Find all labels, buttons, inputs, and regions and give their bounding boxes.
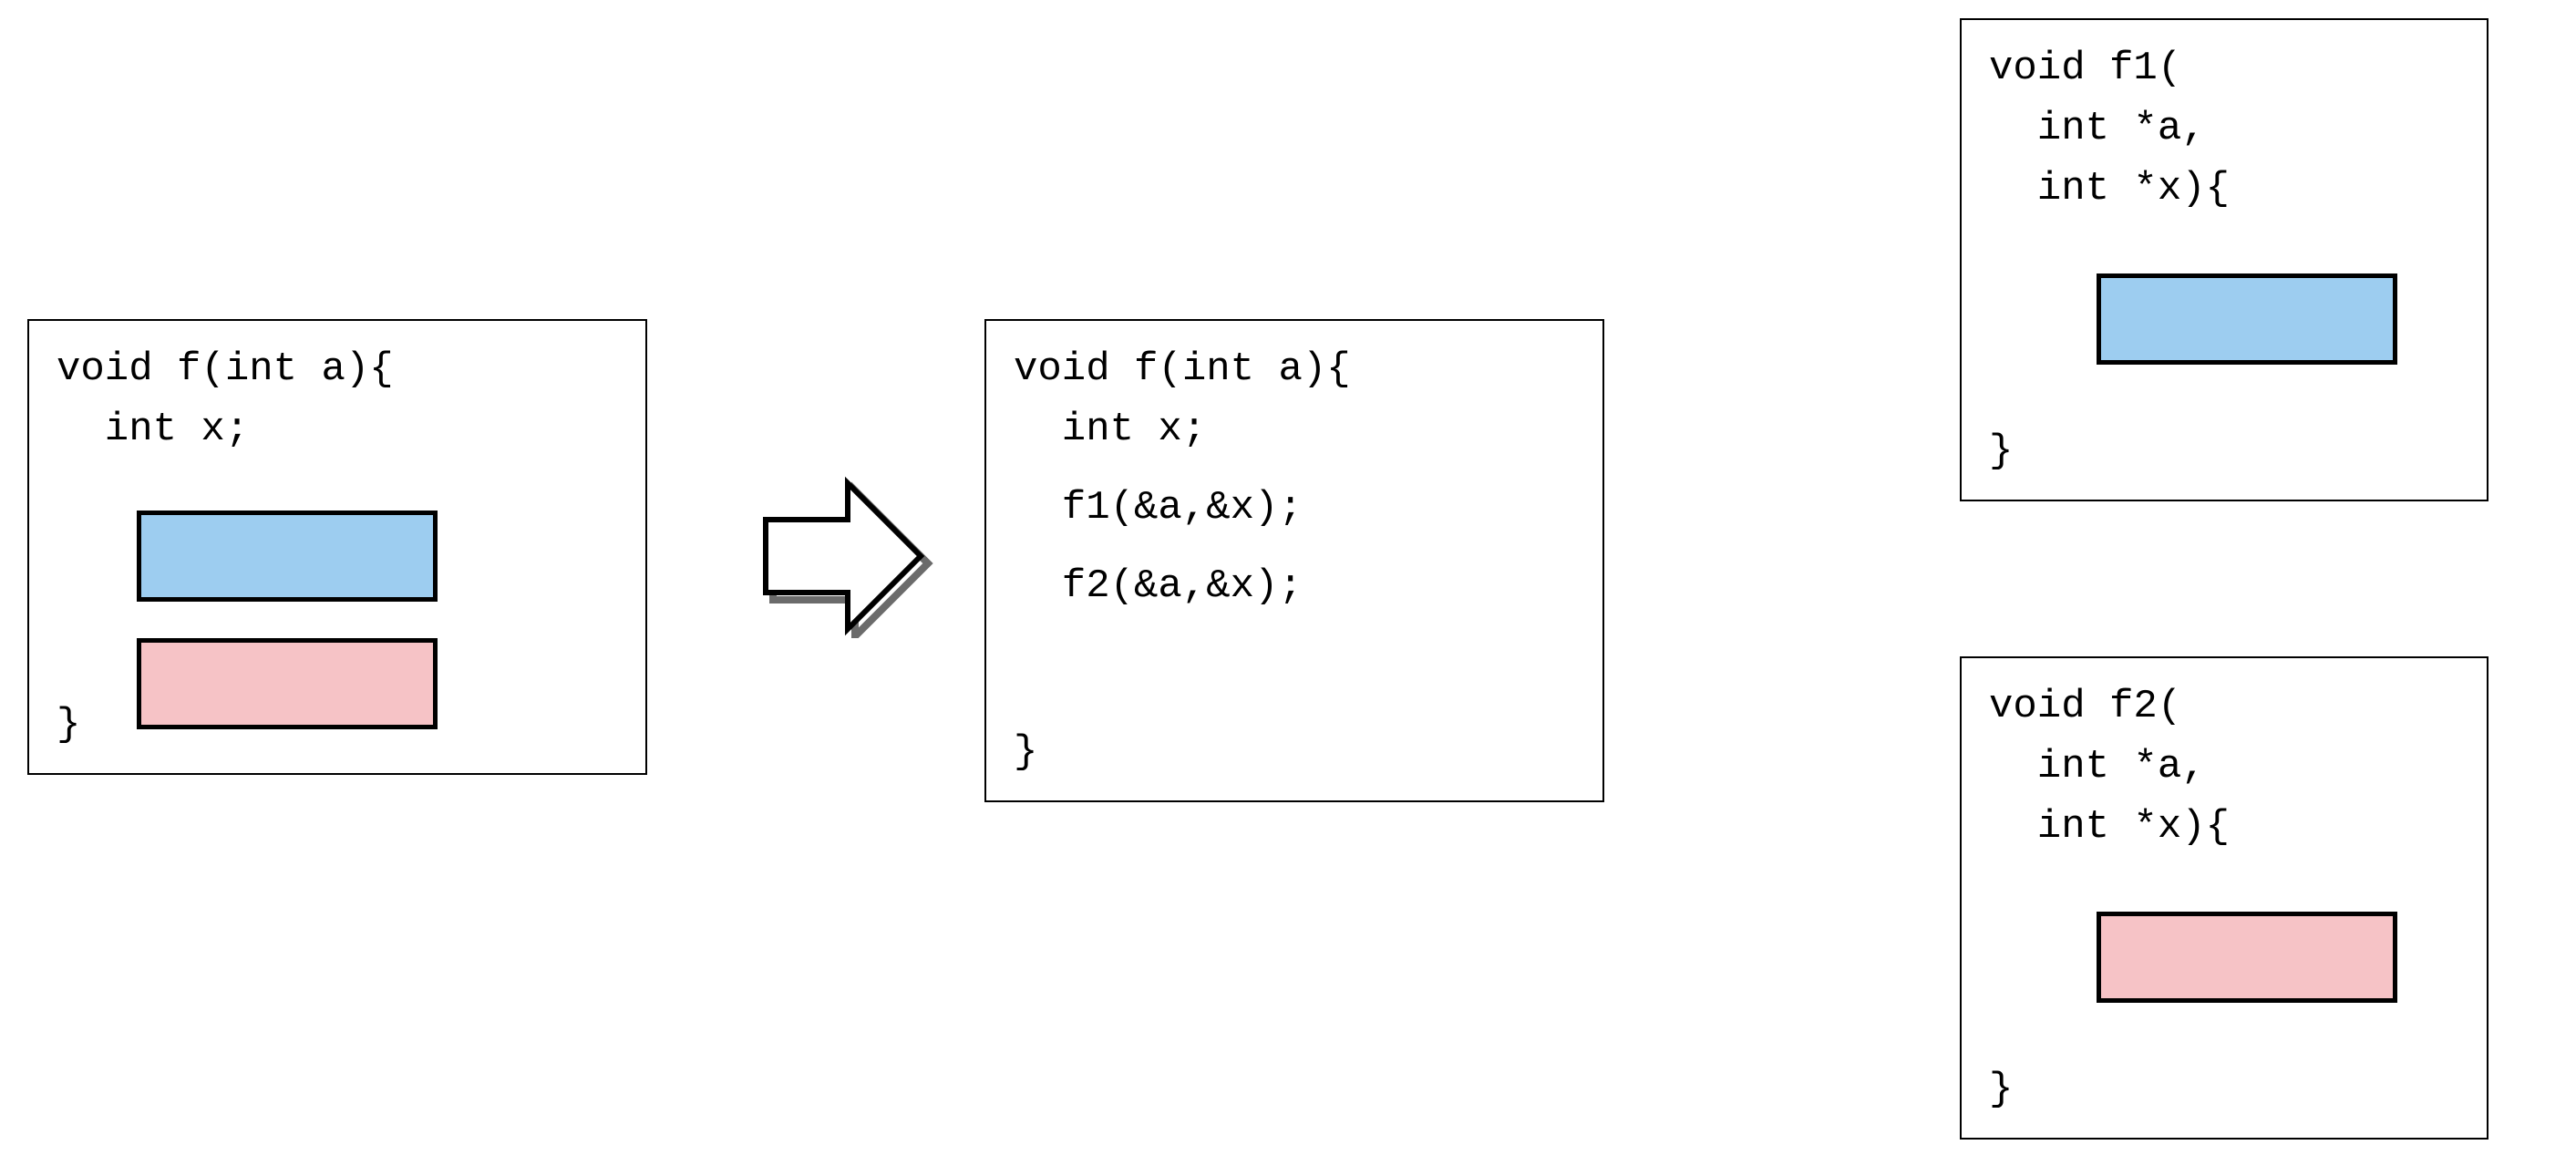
blue-block xyxy=(2097,273,2397,365)
code-line: void f2( xyxy=(1989,676,2459,737)
code-line: int *x){ xyxy=(1989,797,2459,857)
code-line: int *x){ xyxy=(1989,159,2459,219)
code-box-middle: void f(int a){ int x; f1(&a,&x); f2(&a,&… xyxy=(984,319,1604,802)
code-line: int *a, xyxy=(1989,737,2459,797)
code-line: void f1( xyxy=(1989,38,2459,98)
blue-block xyxy=(137,511,438,602)
code-line: int *a, xyxy=(1989,98,2459,159)
pink-block xyxy=(2097,912,2397,1003)
arrow-icon xyxy=(757,474,939,638)
code-line: int x; xyxy=(57,399,618,459)
code-line: int x; xyxy=(1014,399,1575,459)
code-line: } xyxy=(1989,421,2013,481)
code-line: f1(&a,&x); xyxy=(1014,478,1575,538)
code-line: f2(&a,&x); xyxy=(1014,556,1575,616)
code-line: } xyxy=(57,695,80,755)
pink-block xyxy=(137,638,438,729)
code-line: } xyxy=(1989,1059,2013,1119)
code-line: void f(int a){ xyxy=(1014,339,1575,399)
code-box-bottom-right: void f2( int *a, int *x){ } xyxy=(1960,656,2488,1140)
code-line: void f(int a){ xyxy=(57,339,618,399)
code-box-top-right: void f1( int *a, int *x){ } xyxy=(1960,18,2488,501)
code-line: } xyxy=(1014,722,1037,782)
